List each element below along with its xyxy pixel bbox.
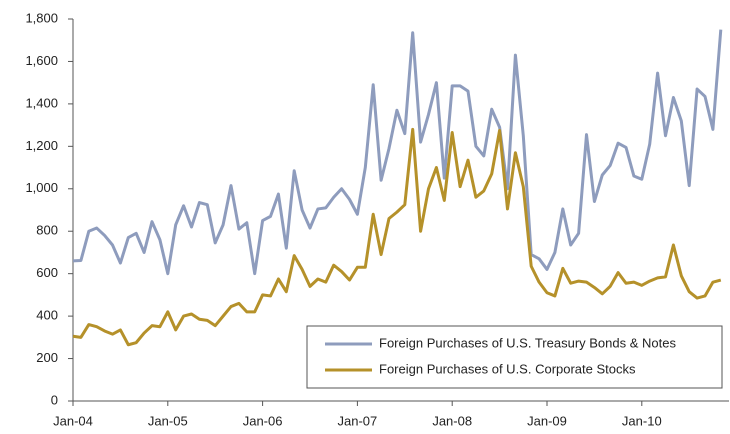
x-tick-label: Jan-07 (338, 413, 378, 428)
series-line (72, 127, 722, 347)
y-tick-label: 1,600 (25, 53, 58, 68)
y-tick-label: 1,000 (25, 180, 58, 195)
y-tick-label: 1,200 (25, 138, 58, 153)
legend-label: Foreign Purchases of U.S. Treasury Bonds… (379, 335, 676, 350)
y-tick-label: 1,400 (25, 95, 58, 110)
x-tick-label: Jan-04 (53, 413, 93, 428)
y-tick-label: 800 (36, 223, 58, 238)
x-tick-label: Jan-05 (148, 413, 188, 428)
y-tick-label: 200 (36, 350, 58, 365)
y-tick-label: 600 (36, 265, 58, 280)
series-line (72, 29, 723, 276)
x-tick-label: Jan-06 (243, 413, 283, 428)
x-tick-label: Jan-09 (527, 413, 567, 428)
y-tick-label: 1,800 (25, 10, 58, 25)
legend-label: Foreign Purchases of U.S. Corporate Stoc… (379, 361, 636, 376)
y-tick-label: 400 (36, 308, 58, 323)
y-tick-label: 0 (51, 392, 58, 407)
x-tick-label: Jan-08 (432, 413, 472, 428)
legend-box (306, 325, 723, 389)
x-tick-label: Jan-10 (622, 413, 662, 428)
